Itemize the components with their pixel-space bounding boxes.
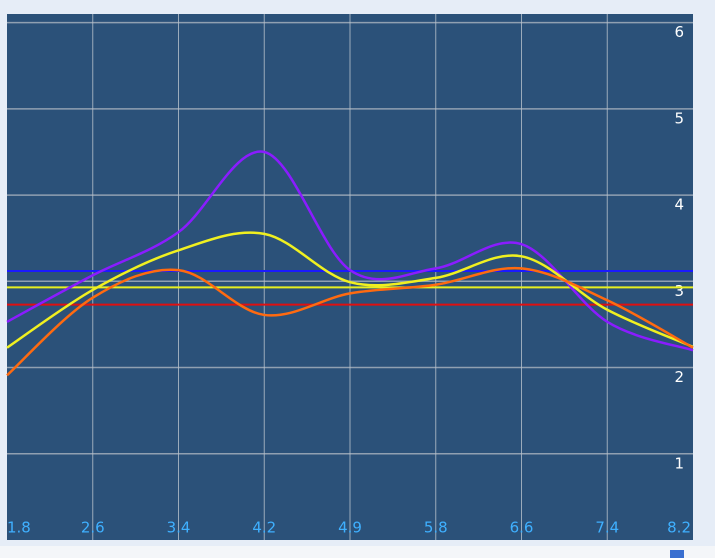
status-strip <box>0 546 715 558</box>
y-tick-label: 1 <box>674 454 684 472</box>
x-tick-label: 8.2 <box>667 519 691 537</box>
x-tick-label: 4.2 <box>252 519 276 537</box>
series-line <box>6 231 694 349</box>
x-tick-label: 6.6 <box>510 519 534 537</box>
y-tick-label: 6 <box>674 23 684 41</box>
x-tick-label: 2.6 <box>81 519 105 537</box>
y-tick-label: 3 <box>674 282 684 300</box>
scroll-icon[interactable] <box>670 550 684 558</box>
x-tick-label: 7.4 <box>595 519 619 537</box>
x-tick-label: 5.8 <box>424 519 448 537</box>
y-tick-label: 4 <box>674 196 684 214</box>
x-tick-label: 3.4 <box>167 519 191 537</box>
x-tick-label: 4.9 <box>338 519 362 537</box>
series-line <box>6 266 694 377</box>
y-tick-label: 5 <box>674 109 684 127</box>
y-tick-label: 2 <box>674 368 684 386</box>
series-line <box>6 150 694 352</box>
x-tick-label: 1.8 <box>7 519 31 537</box>
